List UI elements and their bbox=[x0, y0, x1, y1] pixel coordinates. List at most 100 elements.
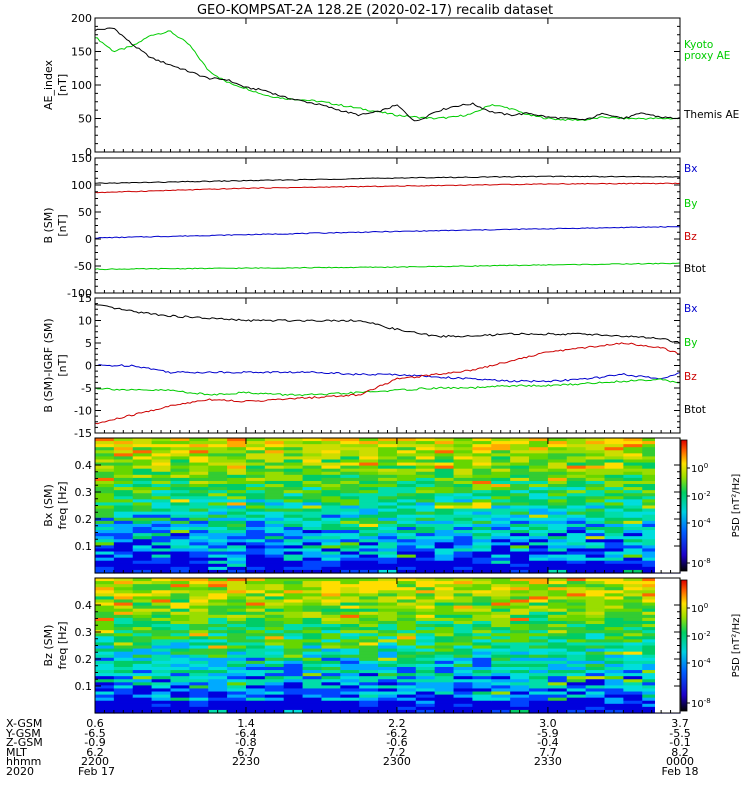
spectrogram-cell bbox=[208, 459, 228, 464]
spectrogram-cell bbox=[585, 673, 606, 677]
spectrogram-cell bbox=[547, 511, 568, 516]
spectrogram-cell bbox=[510, 545, 530, 550]
spectrogram-cell bbox=[151, 657, 172, 662]
spectrogram-cell bbox=[359, 596, 379, 601]
spectrogram-cell bbox=[189, 697, 209, 702]
spectrogram-cell bbox=[396, 505, 417, 510]
spectrogram-cell bbox=[170, 596, 190, 601]
spectrogram-cell bbox=[472, 694, 492, 699]
spectrogram-cell bbox=[585, 530, 606, 534]
spectrogram-cell bbox=[208, 611, 228, 616]
spectrogram-cell bbox=[321, 636, 341, 640]
spectrogram-cell bbox=[151, 533, 172, 537]
spectrogram-cell bbox=[378, 453, 398, 458]
spectrogram-cell bbox=[604, 477, 624, 482]
spectrogram-cell bbox=[359, 605, 379, 610]
spectrogram-cell bbox=[264, 605, 285, 610]
y-tick-label: 0.3 bbox=[75, 626, 93, 639]
spectrogram-cell bbox=[264, 474, 285, 479]
spectrogram-cell bbox=[113, 691, 134, 696]
spectrogram-cell bbox=[378, 462, 398, 467]
spectrogram-cell bbox=[604, 605, 624, 610]
spectrogram-cell bbox=[491, 480, 511, 485]
spectrogram-cell bbox=[529, 462, 549, 467]
spectrogram-cell bbox=[283, 614, 304, 619]
spectrogram-cell bbox=[283, 673, 304, 677]
spectrogram-cell bbox=[208, 676, 228, 680]
spectrogram-cell bbox=[189, 703, 209, 708]
spectrogram-cell bbox=[378, 566, 398, 571]
spectrogram-cell bbox=[264, 511, 285, 516]
ephemeris-value: Feb 17 bbox=[78, 765, 115, 778]
spectrogram-cell bbox=[529, 700, 549, 705]
spectrogram-cell bbox=[189, 666, 209, 671]
spectrogram-cell bbox=[340, 593, 360, 598]
spectrogram-cell bbox=[472, 471, 492, 476]
spectrogram-cell bbox=[453, 484, 474, 488]
spectrogram-cell bbox=[340, 508, 360, 513]
spectrogram-cell bbox=[113, 627, 134, 631]
spectrogram-cell bbox=[585, 487, 606, 491]
spectrogram-cell bbox=[170, 539, 190, 543]
spectrogram-cell bbox=[604, 539, 624, 543]
spectrogram-cell bbox=[340, 611, 360, 616]
spectrogram-cell bbox=[529, 438, 549, 442]
spectrogram-cell bbox=[283, 456, 304, 461]
spectrogram-cell bbox=[434, 462, 455, 467]
spectrogram-cell bbox=[132, 660, 153, 665]
spectrogram-cell bbox=[547, 599, 568, 604]
spectrogram-cell bbox=[547, 645, 568, 650]
spectrogram-cell bbox=[510, 645, 530, 650]
spectrogram-cell bbox=[189, 651, 209, 656]
spectrogram-cell bbox=[170, 499, 190, 504]
spectrogram-cell bbox=[566, 474, 587, 479]
spectrogram-cell bbox=[189, 599, 209, 604]
spectrogram-cell bbox=[491, 511, 511, 516]
y-tick-label: -5 bbox=[81, 382, 92, 395]
spectrogram-cell bbox=[434, 663, 455, 668]
spectrogram-cell bbox=[529, 608, 549, 613]
spectrogram-cell bbox=[396, 673, 417, 677]
spectrogram-cell bbox=[378, 685, 398, 690]
spectrogram-cell bbox=[491, 560, 511, 565]
spectrogram-cell bbox=[604, 636, 624, 640]
spectrogram-cell bbox=[227, 581, 247, 585]
spectrogram-cell bbox=[189, 520, 209, 525]
spectrogram-cell bbox=[264, 633, 285, 637]
spectrogram-cell bbox=[359, 679, 379, 683]
spectrogram-cell bbox=[642, 700, 662, 705]
spectrogram-cell bbox=[510, 617, 530, 622]
spectrogram-cell bbox=[359, 617, 379, 622]
spectrogram-cell bbox=[434, 673, 455, 677]
spectrogram-cell bbox=[340, 676, 360, 680]
spectrogram-cell bbox=[302, 563, 323, 568]
spectrogram-cell bbox=[491, 502, 511, 507]
spectrogram-image bbox=[95, 578, 681, 714]
spectrogram-cell bbox=[623, 593, 643, 598]
spectrogram-cell bbox=[396, 514, 417, 519]
spectrogram-cell bbox=[321, 642, 341, 647]
spectrogram-cell bbox=[245, 679, 266, 683]
spectrogram-cell bbox=[302, 602, 323, 607]
spectrogram-cell bbox=[529, 502, 549, 507]
spectrogram-cell bbox=[453, 477, 474, 482]
spectrogram-cell bbox=[510, 700, 530, 705]
spectrogram-cell bbox=[434, 444, 455, 448]
spectrogram-cell bbox=[151, 581, 172, 585]
spectrogram-cell bbox=[491, 679, 511, 683]
spectrogram-cell bbox=[453, 694, 474, 699]
spectrogram-cell bbox=[302, 620, 323, 625]
spectrogram-cell bbox=[566, 608, 587, 613]
y-tick-label: 0 bbox=[85, 233, 92, 246]
spectrogram-cell bbox=[113, 560, 134, 565]
spectrogram-cell bbox=[604, 502, 624, 507]
spectrogram-cell bbox=[529, 590, 549, 594]
spectrogram-cell bbox=[396, 608, 417, 613]
spectrogram-cell bbox=[396, 508, 417, 513]
spectrogram-cell bbox=[113, 450, 134, 454]
spectrogram-cell bbox=[245, 484, 266, 488]
spectrogram-cell bbox=[453, 639, 474, 644]
spectrogram-cell bbox=[340, 447, 360, 451]
spectrogram-cell bbox=[415, 517, 436, 522]
spectrogram-cell bbox=[396, 551, 417, 556]
